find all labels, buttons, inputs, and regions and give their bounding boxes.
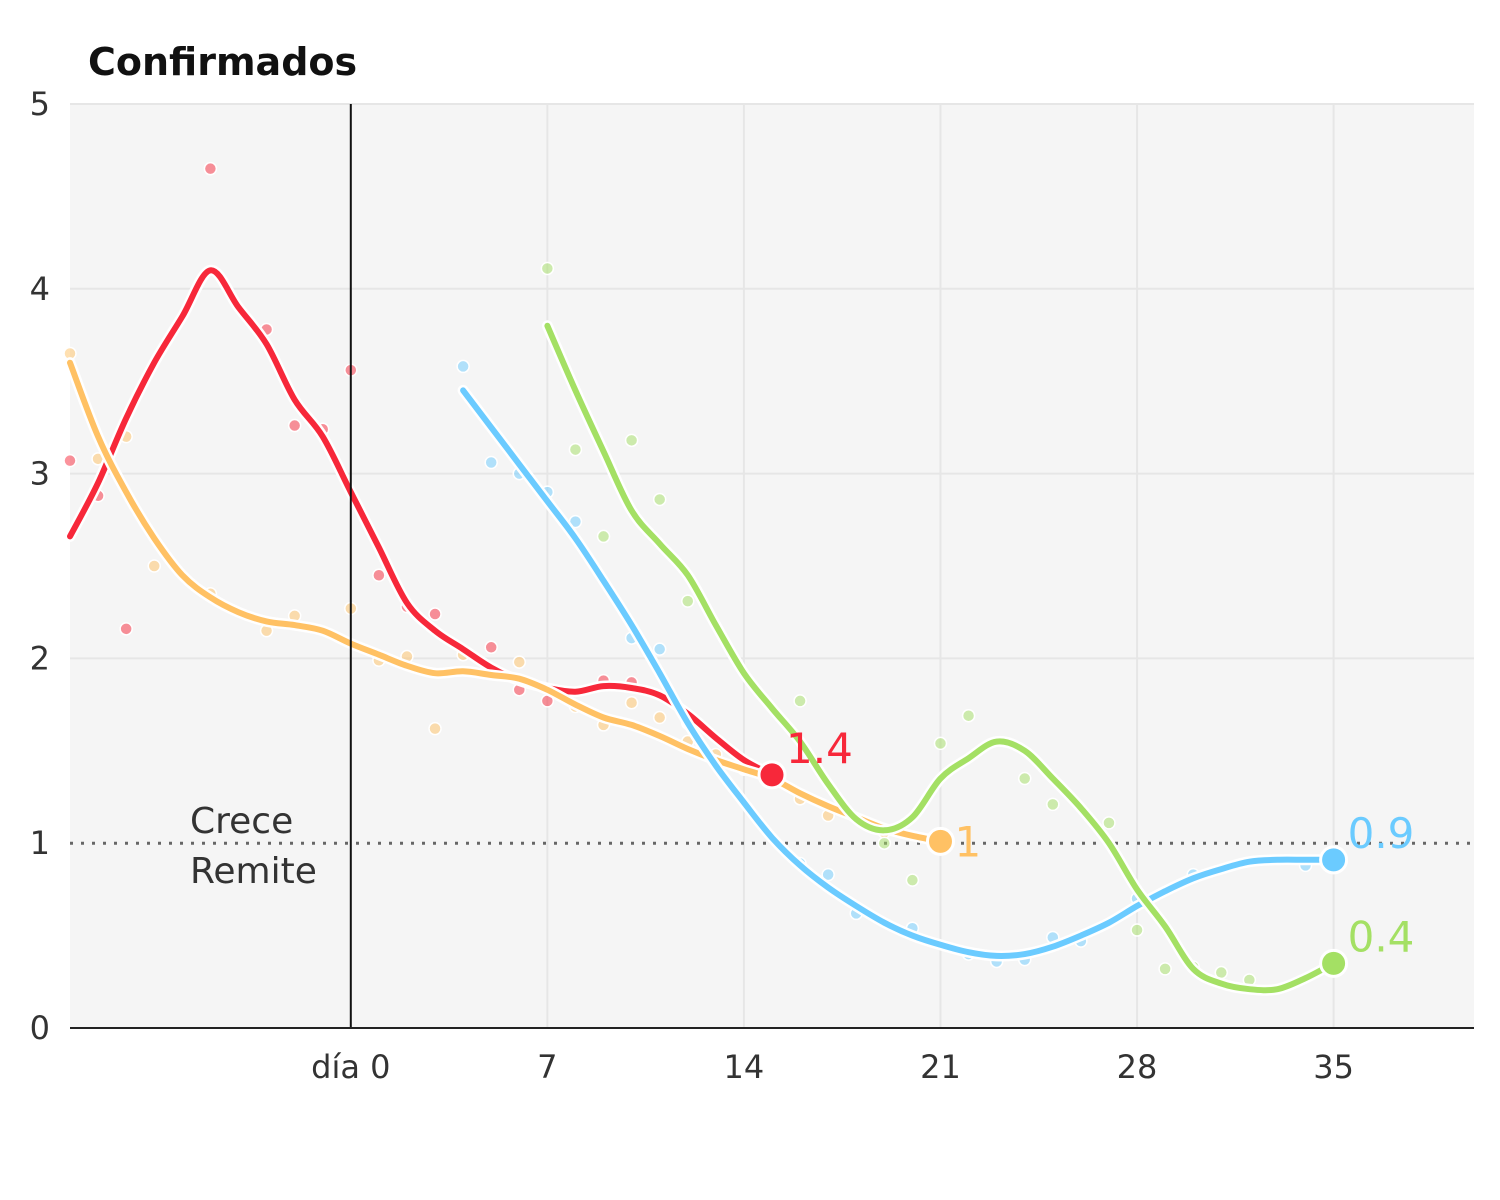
data-point	[596, 529, 611, 544]
data-point	[877, 836, 892, 850]
y-tick-label: 1	[30, 824, 50, 862]
x-tick-label: 28	[1117, 1048, 1158, 1086]
data-point	[1102, 816, 1116, 830]
data-point	[681, 594, 695, 608]
data-point	[652, 710, 667, 725]
data-point	[624, 696, 639, 710]
series-end-label: 0.4	[1348, 912, 1415, 961]
data-point	[147, 559, 161, 573]
data-point	[905, 873, 920, 887]
data-point	[1130, 923, 1144, 937]
grid-layer	[70, 103, 1474, 1028]
data-point	[63, 453, 77, 468]
data-point	[203, 161, 218, 176]
reference-layer: Crece Remite	[70, 801, 1474, 892]
data-point	[456, 359, 470, 374]
data-point	[961, 708, 976, 723]
series-line	[460, 387, 1337, 959]
zone-label-below: Remite	[190, 851, 317, 892]
series-line	[67, 267, 775, 778]
series-end-marker	[1319, 845, 1349, 875]
x-tick-label: día 0	[311, 1048, 390, 1086]
data-point	[484, 455, 498, 470]
data-point	[821, 867, 835, 882]
data-point	[933, 736, 948, 751]
y-tick-label: 2	[30, 639, 50, 677]
series-end-label: 1	[954, 817, 981, 866]
plot-background	[70, 104, 1474, 1028]
y-tick-label: 4	[30, 270, 50, 308]
data-point	[1046, 797, 1060, 812]
data-point	[652, 642, 667, 656]
series-end-marker	[1319, 948, 1349, 978]
x-tick-label: 35	[1313, 1048, 1354, 1086]
data-point	[624, 433, 639, 448]
data-point	[428, 607, 442, 621]
y-tick-label: 3	[30, 455, 50, 493]
lines-layer	[64, 264, 1340, 996]
y-tick-label: 5	[30, 85, 50, 123]
data-point	[568, 442, 583, 457]
x-tick-label: 21	[920, 1048, 961, 1086]
data-point	[793, 694, 807, 708]
data-point	[428, 721, 442, 736]
series-end-marker	[925, 826, 955, 856]
data-point	[512, 655, 527, 669]
series-line	[544, 322, 1337, 994]
data-point	[540, 261, 555, 276]
data-point	[1158, 962, 1172, 976]
data-point	[484, 640, 498, 655]
series-end-label: 1.4	[786, 724, 853, 773]
data-point	[652, 492, 667, 507]
x-tick-label: 7	[537, 1048, 557, 1086]
end-markers-layer: 1.4 1 0.9 0.4	[757, 724, 1415, 978]
x-tick-label: 14	[724, 1048, 765, 1086]
y-tick-label: 0	[30, 1009, 50, 1047]
chart-title: Confirmados	[88, 40, 358, 84]
data-point	[1017, 771, 1032, 786]
data-point	[119, 622, 133, 636]
series-line	[67, 359, 944, 845]
zone-label-above: Crece	[190, 801, 293, 842]
axis-layer: 0 1 2 3 4 5 día 0 7 14 21 28 35	[30, 85, 1474, 1086]
data-point	[372, 568, 386, 582]
data-point	[287, 418, 302, 433]
series-end-marker	[757, 760, 787, 790]
series-end-label: 0.9	[1348, 809, 1415, 858]
